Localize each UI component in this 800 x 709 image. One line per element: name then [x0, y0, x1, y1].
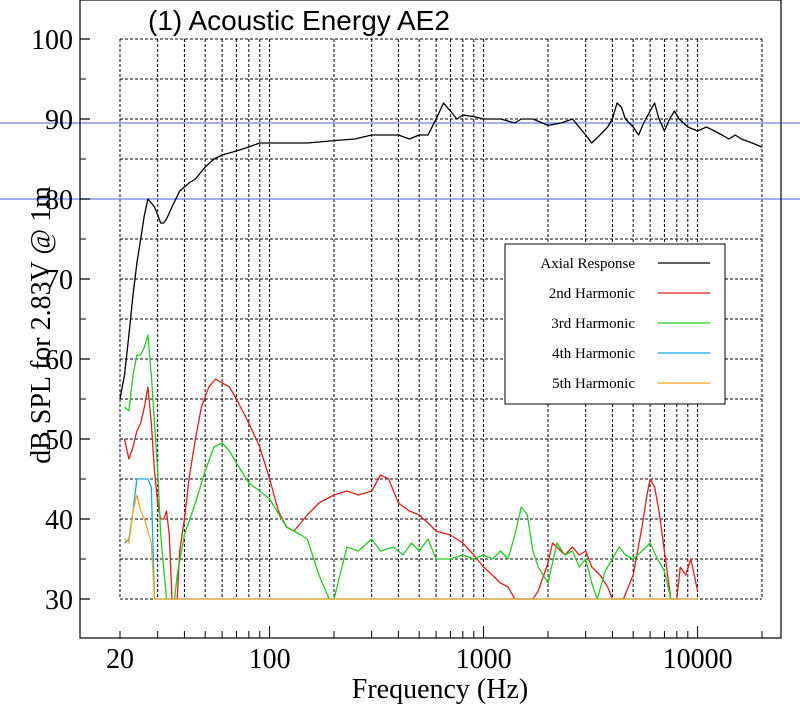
- y-tick-label: 70: [45, 265, 73, 296]
- y-tick-label: 80: [45, 185, 73, 216]
- legend: Axial Response 2nd Harmonic 3rd Harmonic 4t…: [504, 243, 726, 405]
- chart-title: (1) Acoustic Energy AE2: [148, 5, 450, 36]
- series-line-5th-harmonic: [124, 494, 698, 600]
- x-tick-label: 20: [106, 644, 134, 675]
- series-line-axial-response: [119, 102, 763, 400]
- reference-lines: [0, 122, 800, 200]
- legend-box: [504, 243, 726, 405]
- legend-label: 4th Harmonic: [552, 346, 635, 362]
- y-tick-label: 60: [45, 345, 73, 376]
- legend-label: Axial Response: [540, 256, 635, 272]
- axis-ticks: 30 40 50 60 70 80 90 100 20 100 1000 10000: [31, 25, 763, 675]
- legend-label: 3rd Harmonic: [551, 316, 635, 332]
- y-axis-label: dB SPL for 2.83V @ 1m: [26, 186, 57, 464]
- legend-label: 5th Harmonic: [552, 376, 635, 392]
- series: [119, 102, 763, 600]
- x-tick-label: 10000: [663, 644, 733, 675]
- y-tick-label: 30: [45, 585, 73, 616]
- x-tick-label: 100: [249, 644, 291, 675]
- y-tick-label: 50: [45, 425, 73, 456]
- y-tick-label: 100: [31, 25, 73, 56]
- y-tick-label: 40: [45, 505, 73, 536]
- y-tick-label: 90: [45, 105, 73, 136]
- legend-label: 2nd Harmonic: [549, 286, 636, 302]
- x-axis-label: Frequency (Hz): [352, 674, 528, 705]
- x-tick-label: 1000: [456, 644, 512, 675]
